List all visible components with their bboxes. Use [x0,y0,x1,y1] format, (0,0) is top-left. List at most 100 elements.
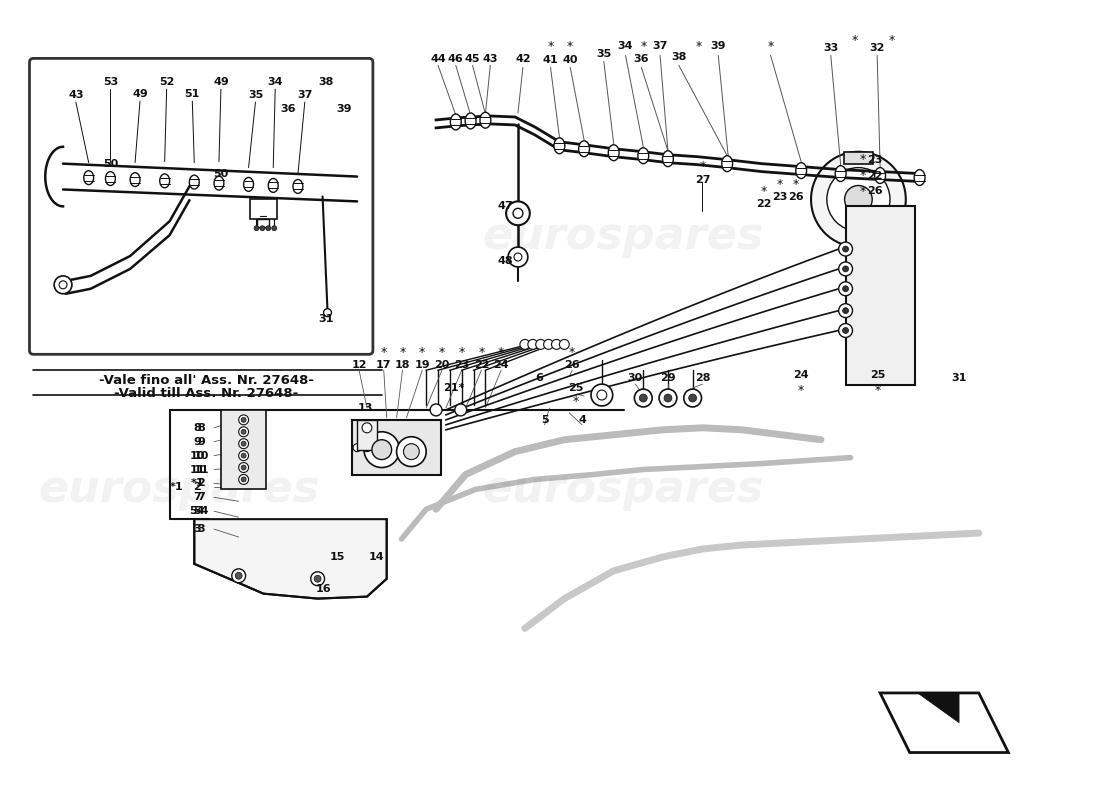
Circle shape [635,389,652,407]
Ellipse shape [608,145,619,161]
Text: *: * [478,346,485,359]
Circle shape [353,444,361,452]
Text: 53: 53 [102,78,118,87]
Ellipse shape [835,166,846,182]
Text: *: * [381,346,387,359]
Text: *1: *1 [169,482,184,492]
Circle shape [543,339,553,350]
Text: 10: 10 [194,450,209,461]
Bar [250,199,277,219]
Text: 25: 25 [569,383,584,393]
Text: *: * [700,160,705,173]
Ellipse shape [662,150,673,166]
Circle shape [373,444,381,452]
Ellipse shape [874,168,886,183]
Text: *: * [439,346,446,359]
Circle shape [454,404,466,416]
Text: 39: 39 [337,104,352,114]
Text: 27: 27 [695,174,711,185]
Circle shape [235,572,242,579]
Circle shape [659,389,676,407]
Ellipse shape [638,148,649,164]
Text: 42: 42 [515,54,530,64]
Circle shape [404,444,419,459]
Text: 47: 47 [497,202,513,211]
Text: 35: 35 [248,90,263,100]
Text: 17: 17 [376,360,392,370]
Text: 24: 24 [793,370,808,380]
Circle shape [315,575,321,582]
Ellipse shape [480,112,491,128]
Circle shape [843,286,848,292]
Text: *: * [760,185,767,198]
Text: *: * [459,346,465,359]
Circle shape [372,440,392,459]
Text: 26: 26 [564,360,580,370]
Circle shape [811,152,905,247]
Circle shape [241,465,246,470]
Text: 39: 39 [711,42,726,51]
Polygon shape [195,519,387,598]
Circle shape [520,339,530,350]
Text: 54: 54 [194,506,209,516]
Ellipse shape [84,170,94,185]
Text: *: * [399,346,406,359]
Ellipse shape [130,173,140,186]
Text: 3: 3 [197,524,205,534]
Text: 31: 31 [952,373,967,383]
Bar [846,206,915,385]
Text: 45: 45 [465,54,481,64]
Ellipse shape [465,113,476,129]
Text: 31: 31 [318,314,333,323]
Circle shape [241,442,246,446]
Text: *: * [573,395,580,409]
Text: -Vale fino all' Ass. Nr. 27648-: -Vale fino all' Ass. Nr. 27648- [99,374,314,386]
Text: 3: 3 [194,524,201,534]
Circle shape [239,474,249,485]
Text: 5: 5 [541,415,549,425]
Text: 52: 52 [160,78,174,87]
Text: 2: 2 [197,478,205,489]
Circle shape [362,423,372,433]
Text: 32: 32 [869,43,884,54]
Circle shape [363,444,371,452]
Text: 38: 38 [318,78,333,87]
Circle shape [241,430,246,434]
Circle shape [838,323,853,338]
Circle shape [684,389,702,407]
Text: *: * [640,40,647,53]
Circle shape [827,168,890,231]
Text: 8: 8 [194,423,201,433]
Circle shape [639,394,647,402]
Text: 25: 25 [870,370,886,380]
Text: 22: 22 [868,170,883,181]
Ellipse shape [722,156,733,171]
Text: *: * [419,346,426,359]
Circle shape [232,569,245,582]
Circle shape [528,339,538,350]
Circle shape [514,253,521,261]
Text: 23: 23 [868,154,883,165]
Text: 30: 30 [628,373,643,383]
Text: 22: 22 [756,199,771,210]
Text: 44: 44 [430,54,446,64]
Text: 9: 9 [194,437,201,446]
Circle shape [506,202,530,226]
Circle shape [560,339,570,350]
Polygon shape [880,693,1009,753]
Text: 2: 2 [194,482,201,492]
Circle shape [508,247,528,267]
Text: 23: 23 [454,360,470,370]
Text: *: * [569,346,575,359]
Text: 36: 36 [634,54,649,64]
Text: 26: 26 [868,186,883,197]
Text: *: * [695,40,702,53]
Text: *: * [798,383,804,397]
Ellipse shape [268,178,278,192]
Text: 48: 48 [497,256,513,266]
Text: 8: 8 [197,423,205,433]
Text: 37: 37 [652,42,668,51]
Ellipse shape [243,178,253,191]
Circle shape [591,384,613,406]
Circle shape [239,427,249,437]
